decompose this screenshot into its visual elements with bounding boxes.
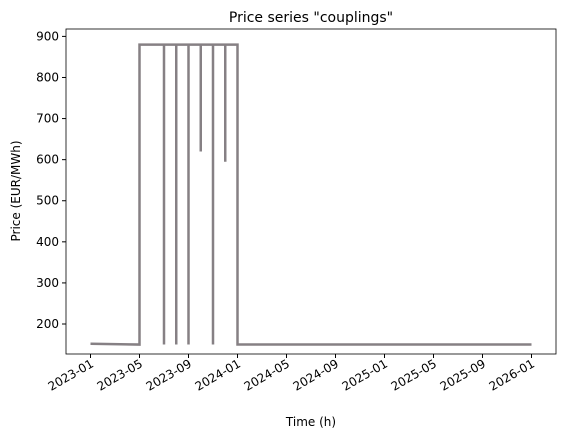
- plot-frame: [65, 28, 557, 355]
- x-tick-label: 2023-01: [46, 356, 96, 393]
- y-tick-label: 800: [36, 70, 59, 84]
- y-tick-label: 200: [36, 317, 59, 331]
- chart-title: Price series "couplings": [229, 10, 393, 26]
- y-axis-label: Price (EUR/MWh): [9, 140, 23, 241]
- x-tick-label: 2024-05: [242, 356, 292, 393]
- y-tick-label: 700: [36, 112, 59, 126]
- x-tick-label: 2023-05: [95, 356, 145, 393]
- y-tick-label: 300: [36, 276, 59, 290]
- x-tick-label: 2026-01: [487, 356, 537, 393]
- y-tick-label: 900: [36, 29, 59, 43]
- x-axis-label: Time (h): [285, 415, 336, 429]
- x-tick-label: 2024-09: [291, 356, 341, 393]
- price-line: [90, 43, 532, 346]
- x-tick-label: 2025-05: [389, 356, 439, 393]
- y-tick-label: 600: [36, 153, 59, 167]
- y-tick-label: 500: [36, 194, 59, 208]
- x-tick-label: 2023-09: [144, 356, 194, 393]
- y-tick-label: 400: [36, 235, 59, 249]
- x-tick-label: 2024-01: [193, 356, 243, 393]
- x-tick-label: 2025-01: [340, 356, 390, 393]
- x-tick-label: 2025-09: [438, 356, 488, 393]
